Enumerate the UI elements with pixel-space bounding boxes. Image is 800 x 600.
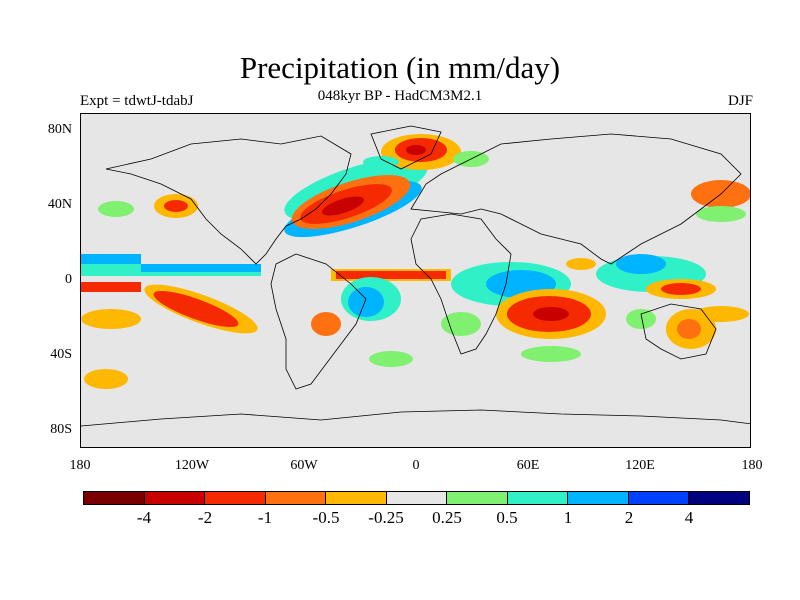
colorbar-label-6: 0.25 <box>432 508 462 527</box>
colorbar-label-5: -0.25 <box>368 508 404 527</box>
map-canvas <box>81 125 750 427</box>
colorbar-swatch <box>507 492 569 504</box>
colorbar-swatch <box>326 492 387 504</box>
colorbar <box>83 491 750 505</box>
lon-label-60e: 60E <box>516 458 540 473</box>
colorbar-swatch <box>386 492 448 504</box>
colorbar-swatch <box>628 492 690 504</box>
colorbar-label-9: 2 <box>624 508 634 527</box>
anomaly-fields <box>81 134 750 389</box>
lat-label-80s: 80S <box>50 422 72 437</box>
lon-label-60w: 60W <box>290 458 318 473</box>
colorbar-swatch <box>447 492 508 504</box>
colorbar-label-8: 1 <box>563 508 573 527</box>
plot-title: Precipitation (in mm/day) <box>239 50 561 85</box>
lat-label-40s: 40S <box>50 347 72 362</box>
lon-label-120w: 120W <box>174 458 210 473</box>
lat-label-40n: 40N <box>47 197 72 212</box>
colorbar-swatch <box>84 492 145 504</box>
colorbar-swatch <box>205 492 266 504</box>
lat-label-0: 0 <box>65 272 72 287</box>
lon-label-180w: 180 <box>69 458 91 473</box>
colorbar-label-2: -2 <box>197 508 213 527</box>
precipitation-map <box>80 113 751 448</box>
colorbar-label-3: -1 <box>257 508 273 527</box>
colorbar-swatch <box>265 492 327 504</box>
colorbar-label-4: -0.5 <box>312 508 340 527</box>
colorbar-swatch <box>144 492 206 504</box>
colorbar-swatch <box>568 492 629 504</box>
lon-label-120e: 120E <box>625 458 655 473</box>
season-label: DJF <box>727 93 753 109</box>
lat-label-80n: 80N <box>47 122 72 137</box>
colorbar-swatch <box>689 492 750 504</box>
colorbar-label-1: -4 <box>136 508 152 527</box>
colorbar-label-7: 0.5 <box>496 508 518 527</box>
coastlines <box>81 125 750 427</box>
experiment-label: Expt = tdwtJ-tdabJ <box>80 93 194 109</box>
plot-subtitle: 048kyr BP - HadCM3M2.1 <box>317 88 483 104</box>
lon-label-180e: 180 <box>741 458 763 473</box>
colorbar-label-10: 4 <box>684 508 694 527</box>
lon-label-0: 0 <box>412 458 420 473</box>
